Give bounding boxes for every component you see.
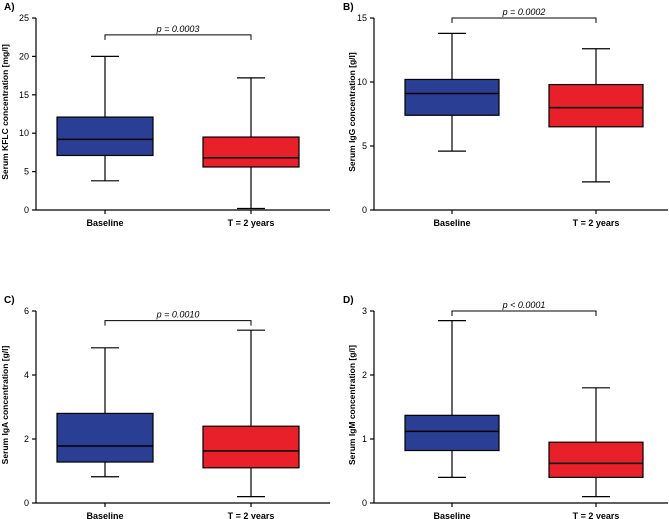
- y-axis-title: Serum KFLC concentration [mg/l]: [0, 44, 10, 180]
- y-tick-label: 3: [362, 306, 367, 316]
- significance-bracket: [104, 320, 252, 326]
- y-tick-label: 20: [19, 51, 29, 61]
- y-tick-label: 0: [362, 498, 367, 508]
- y-tick-label: 2: [24, 434, 29, 444]
- box-baseline: [56, 347, 154, 478]
- y-axis-title: Serum IgA concentration [g/l]: [0, 345, 10, 464]
- p-value-label: p = 0.0002: [502, 7, 546, 17]
- y-tick-label: 0: [362, 205, 367, 215]
- iqr-box: [56, 116, 154, 157]
- p-value-label: p = 0.0003: [156, 24, 200, 34]
- y-tick-label: 1: [362, 434, 367, 444]
- y-tick-label: 15: [19, 90, 29, 100]
- iqr-box: [404, 414, 500, 452]
- panel-label: D): [343, 295, 354, 306]
- y-tick-label: 0: [24, 205, 29, 215]
- y-tick-label: 6: [24, 306, 29, 316]
- panel-label: C): [4, 295, 15, 306]
- panel-3: D) 0 1 2 3 Serum IgM concentration [g/l] Basel…: [343, 295, 668, 519]
- x-category-label: T = 2 years: [573, 511, 620, 519]
- y-axis-title: Serum IgG concentration [g/l]: [347, 52, 357, 172]
- box-t2years: [202, 77, 300, 210]
- y-tick-label: 0: [24, 498, 29, 508]
- iqr-box: [548, 441, 644, 479]
- box-baseline: [404, 320, 500, 478]
- panel-0: A) 0 5 10 15 20 25 Serum KFLC concentration [mg…: [0, 2, 330, 228]
- x-category-label: Baseline: [433, 511, 470, 519]
- y-tick-label: 25: [19, 13, 29, 23]
- x-category-label: Baseline: [433, 218, 470, 228]
- x-category-label: T = 2 years: [573, 218, 620, 228]
- iqr-box: [202, 136, 300, 168]
- iqr-box: [404, 78, 500, 116]
- box-baseline: [404, 32, 500, 152]
- iqr-box: [202, 425, 300, 469]
- panel-label: B): [343, 2, 354, 13]
- y-tick-label: 4: [24, 370, 29, 380]
- y-tick-label: 5: [362, 141, 367, 151]
- y-tick-label: 10: [19, 128, 29, 138]
- x-category-label: T = 2 years: [228, 218, 275, 228]
- p-value-label: p = 0.0010: [156, 310, 200, 320]
- box-baseline: [56, 55, 154, 182]
- y-axis-title: Serum IgM concentration [g/l]: [347, 345, 357, 465]
- box-t2years: [548, 387, 644, 498]
- significance-bracket: [104, 34, 252, 40]
- box-t2years: [202, 329, 300, 498]
- x-category-label: T = 2 years: [228, 511, 275, 519]
- iqr-box: [548, 83, 644, 128]
- y-tick-label: 2: [362, 370, 367, 380]
- significance-bracket: [451, 310, 597, 316]
- y-tick-label: 5: [24, 167, 29, 177]
- box-t2years: [548, 48, 644, 183]
- panel-2: C) 0 2 4 6 Serum IgA concentration [g/l] Basel…: [0, 295, 330, 519]
- x-category-label: Baseline: [86, 218, 123, 228]
- panel-1: B) 0 5 10 15 Serum IgG concentration [g/l] Bas…: [343, 2, 668, 228]
- y-tick-label: 10: [357, 77, 367, 87]
- iqr-box: [56, 412, 154, 463]
- p-value-label: p < 0.0001: [502, 300, 546, 310]
- y-tick-label: 15: [357, 13, 367, 23]
- panel-label: A): [4, 2, 15, 13]
- x-category-label: Baseline: [86, 511, 123, 519]
- significance-bracket: [451, 17, 597, 23]
